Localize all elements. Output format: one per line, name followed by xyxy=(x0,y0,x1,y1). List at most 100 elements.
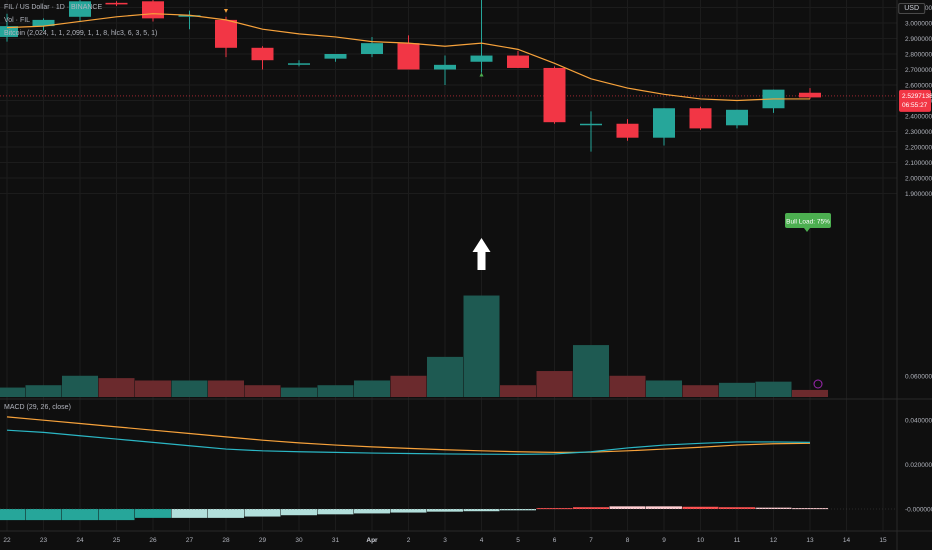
candle-body xyxy=(142,1,164,19)
countdown-label: 06:55:27 xyxy=(902,102,928,109)
x-tick-label: 6 xyxy=(553,537,557,544)
volume-bar xyxy=(171,380,208,397)
volume-bar xyxy=(390,375,427,397)
macd-histogram-bar xyxy=(609,506,646,509)
x-tick-label: 7 xyxy=(589,537,593,544)
volume-bar xyxy=(62,375,98,397)
volume-bar xyxy=(573,345,609,397)
price-tick-label: 2.7000000 xyxy=(905,67,932,74)
macd-signal-line xyxy=(6,416,811,453)
candle-body xyxy=(543,67,566,123)
macd-histogram-bar xyxy=(719,507,755,509)
macd-histogram-bar xyxy=(573,507,609,509)
macd-histogram-bar xyxy=(62,509,98,521)
macd-histogram-bar xyxy=(682,506,719,509)
candle-body xyxy=(0,26,18,37)
macd-histogram-bar xyxy=(500,509,536,511)
volume-bar xyxy=(208,380,244,397)
price-tick-label: 2.6000000 xyxy=(905,83,932,90)
signal-marker xyxy=(479,72,484,77)
x-tick-label: 13 xyxy=(806,537,814,544)
volume-bar xyxy=(536,371,573,397)
macd-histogram-bar xyxy=(755,507,792,509)
volume-bar xyxy=(135,380,171,397)
macd-tick-label: 0.0200000 xyxy=(905,462,932,469)
price-tick-label: 2.2000000 xyxy=(905,145,932,152)
volume-legend[interactable]: Vol · FIL xyxy=(4,17,31,24)
volume-bar xyxy=(646,380,682,397)
current-price-tag xyxy=(899,89,931,112)
x-tick-label: 3 xyxy=(443,537,447,544)
x-tick-label: 8 xyxy=(626,537,630,544)
candle-body xyxy=(105,2,128,5)
macd-histogram-bar xyxy=(25,509,62,521)
volume-bar xyxy=(719,382,755,397)
x-tick-label: 25 xyxy=(113,537,121,544)
x-tick-label: 5 xyxy=(516,537,520,544)
currency-button[interactable]: USD xyxy=(898,3,925,14)
x-tick-label: 12 xyxy=(770,537,778,544)
current-price-label: 2.5297138 xyxy=(902,93,932,100)
macd-histogram-bar xyxy=(98,509,135,521)
macd-histogram-bar xyxy=(0,509,25,521)
x-tick-label: 22 xyxy=(3,537,11,544)
x-tick-label: 9 xyxy=(662,537,666,544)
up-arrow-signal xyxy=(472,238,491,270)
volume-bar xyxy=(244,385,281,397)
candle-body xyxy=(178,15,201,17)
macd-histogram-bar xyxy=(244,509,281,517)
volume-bar xyxy=(317,385,354,397)
x-tick-label: 15 xyxy=(879,537,887,544)
price-tick-label: 2.3000000 xyxy=(905,129,932,136)
candle-body xyxy=(507,55,529,68)
volume-bar xyxy=(682,385,719,397)
x-tick-label: 29 xyxy=(259,537,267,544)
price-tick-label: 2.4000000 xyxy=(905,114,932,121)
volume-bar xyxy=(792,389,828,397)
macd-histogram-bar xyxy=(463,509,500,512)
x-tick-label: 11 xyxy=(734,537,741,544)
x-tick-label: 14 xyxy=(843,537,851,544)
candle-body xyxy=(653,108,675,138)
candle-body xyxy=(726,109,748,126)
annotation-box xyxy=(785,213,831,228)
signal-marker xyxy=(224,9,228,13)
x-tick-label: 28 xyxy=(222,537,230,544)
candle-body xyxy=(288,63,310,65)
macd-tick-label: -0.0000000 xyxy=(905,507,932,514)
candle-body xyxy=(470,55,493,62)
candle-body xyxy=(397,43,420,70)
x-tick-label: 2 xyxy=(407,537,411,544)
price-tick-label: 2.1000000 xyxy=(905,160,932,167)
macd-histogram-bar xyxy=(646,506,682,509)
volume-bar xyxy=(354,380,390,397)
candle-body xyxy=(69,1,91,17)
macd-histogram-bar xyxy=(354,509,390,514)
macd-histogram-bar xyxy=(792,508,828,510)
event-badge-icon xyxy=(813,379,823,389)
macd-legend[interactable]: MACD (29, 26, close) xyxy=(4,404,71,411)
x-tick-label: 31 xyxy=(332,537,340,544)
indicator-legend[interactable]: Bitcoin (2,024, 1, 1, 2,099, 1, 1, 8, hl… xyxy=(4,30,158,37)
x-tick-label: 26 xyxy=(149,537,157,544)
annotation-label: Bull Load: 75% xyxy=(786,219,830,226)
volume-bar xyxy=(98,378,135,397)
volume-bar xyxy=(0,387,25,397)
symbol-title[interactable]: FIL / US Dollar · 1D · BINANCE xyxy=(4,4,103,11)
macd-histogram-bar xyxy=(390,509,427,513)
x-tick-label: 27 xyxy=(186,537,194,544)
volume-bar xyxy=(755,381,792,397)
volume-bar xyxy=(500,385,536,397)
annotation-pointer xyxy=(804,228,810,232)
candle-body xyxy=(799,92,821,98)
candle-body xyxy=(215,19,237,48)
x-tick-label: 30 xyxy=(295,537,303,544)
volume-bar xyxy=(463,295,500,397)
macd-histogram-bar xyxy=(427,509,463,512)
candle-body xyxy=(689,108,712,129)
macd-histogram-bar xyxy=(208,509,244,518)
